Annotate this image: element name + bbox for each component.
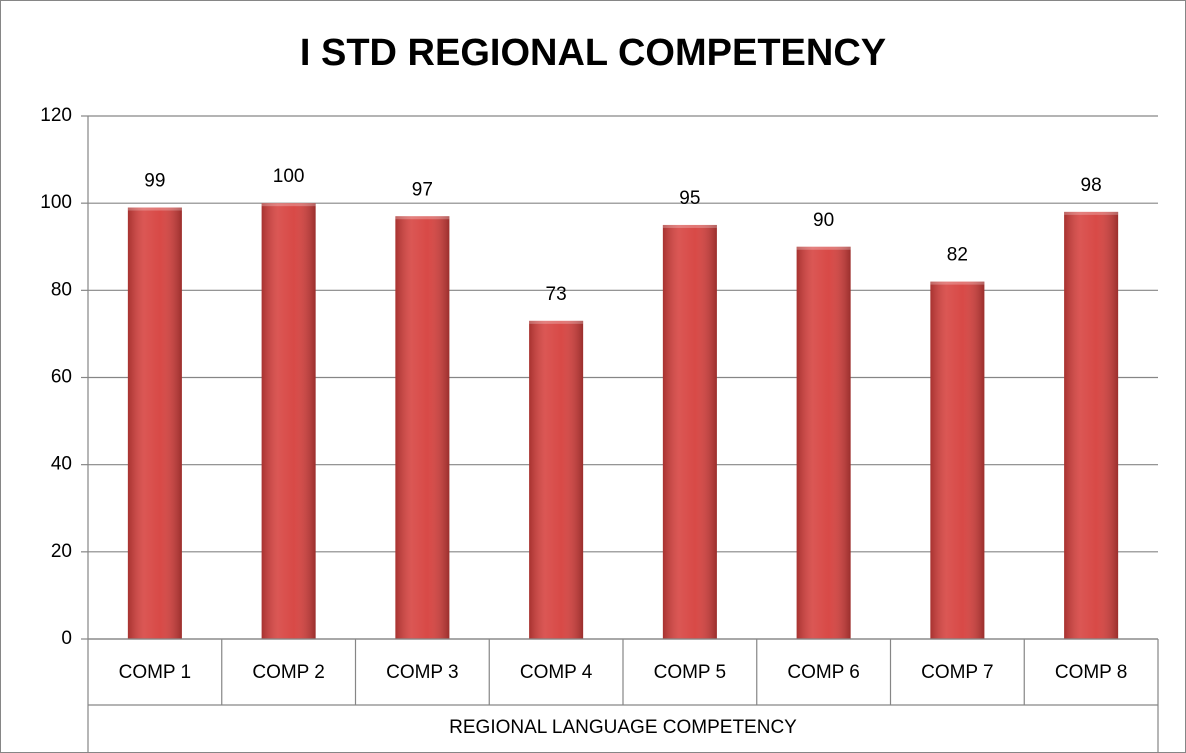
bar-top [1064,211,1119,215]
y-tick-label: 40 [51,454,72,475]
y-tick-label: 120 [40,105,72,126]
data-label: 100 [273,166,305,187]
bar-top [261,203,316,207]
bar-top [662,224,717,228]
chart-title: I STD REGIONAL COMPETENCY [300,32,886,74]
bar-shading [529,320,584,639]
x-tick-label: COMP 5 [654,662,727,683]
data-label: 99 [144,171,165,192]
bar-shading [662,224,717,640]
bar-top [395,216,450,220]
x-tick-label: COMP 7 [921,662,994,683]
data-label: 82 [947,245,968,266]
bar-shading [930,281,985,639]
y-tick-label: 0 [61,628,72,649]
x-tick-label: COMP 3 [386,662,459,683]
x-tick-label: COMP 2 [252,662,325,683]
bar-top [529,320,584,324]
bar-shading [796,246,851,639]
data-label: 73 [546,284,567,305]
y-tick-label: 100 [40,192,72,213]
bar-top [796,246,851,250]
bar-top [127,207,182,211]
y-tick-label: 20 [51,541,72,562]
x-tick-label: COMP 1 [119,662,192,683]
x-tick-label: COMP 4 [520,662,593,683]
y-tick-label: 80 [51,279,72,300]
x-tick-label: COMP 6 [787,662,860,683]
data-label: 98 [1081,175,1102,196]
x-axis-label: REGIONAL LANGUAGE COMPETENCY [449,717,797,738]
data-label: 97 [412,179,433,200]
bar-shading [395,216,450,639]
x-tick-label: COMP 8 [1055,662,1128,683]
bar-top [930,281,985,285]
data-label: 95 [679,188,700,209]
bar-shading [261,203,316,639]
data-label: 90 [813,210,834,231]
bar-shading [127,207,182,639]
y-tick-label: 60 [51,367,72,388]
bar-shading [1064,211,1119,639]
